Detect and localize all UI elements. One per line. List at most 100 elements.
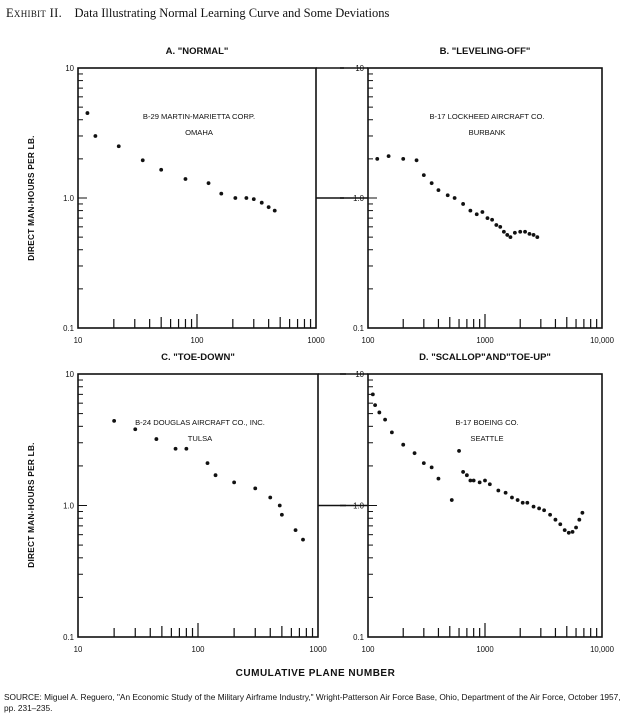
y-tick-label: 0.1: [353, 633, 364, 642]
data-point: [436, 476, 441, 481]
data-point: [464, 473, 469, 478]
y-tick-label: 10: [65, 370, 74, 379]
x-tick-label: 10,000: [590, 645, 615, 654]
y-tick-label: 0.1: [353, 324, 364, 333]
y-tick-label: 10: [355, 64, 364, 73]
panel-annotation: B-17 LOCKHEED AIRCRAFT CO.: [429, 112, 544, 121]
panel-annotation: OMAHA: [185, 128, 214, 137]
data-point: [429, 181, 434, 186]
data-point: [377, 410, 382, 415]
panel-annotation: BURBANK: [469, 128, 506, 137]
data-point: [520, 500, 525, 505]
panel-frame: [77, 373, 319, 638]
data-point: [490, 217, 495, 222]
data-point: [206, 181, 211, 186]
data-point: [537, 506, 542, 511]
data-point: [277, 503, 282, 508]
y-axis-label: DIRECT MAN-HOURS PER LB.: [27, 442, 36, 567]
data-point: [279, 512, 284, 517]
data-point: [461, 202, 466, 206]
panel-annotation: B-29 MARTIN-MARIETTA CORP.: [143, 112, 255, 121]
data-point: [471, 478, 476, 483]
y-axis-label: DIRECT MAN-HOURS PER LB.: [27, 135, 36, 260]
data-point: [508, 235, 513, 240]
data-point: [140, 158, 145, 163]
data-point: [461, 470, 466, 474]
y-tick-label: 0.1: [63, 324, 74, 333]
data-point: [154, 437, 159, 441]
x-tick-label: 100: [191, 645, 205, 654]
panel-annotation: B-17 BOEING CO.: [455, 418, 518, 427]
data-point: [480, 210, 485, 214]
panel-frame: [367, 373, 603, 638]
data-point: [205, 461, 210, 466]
x-tick-label: 100: [361, 336, 375, 345]
data-point: [523, 229, 527, 234]
data-point: [510, 495, 514, 500]
data-point: [496, 488, 501, 493]
data-point: [503, 490, 508, 495]
data-point: [266, 205, 271, 210]
data-point: [485, 216, 490, 221]
data-point: [213, 473, 218, 478]
x-tick-label: 1000: [476, 336, 494, 345]
data-point: [389, 430, 394, 435]
data-point: [112, 418, 117, 423]
data-point: [232, 480, 237, 485]
data-point: [244, 196, 249, 200]
data-point: [468, 478, 473, 483]
data-point: [159, 167, 164, 172]
exhibit-label: Exhibit II.: [6, 6, 63, 20]
data-point: [421, 173, 426, 178]
data-point: [445, 193, 450, 198]
data-point: [531, 233, 536, 237]
data-point: [253, 486, 258, 491]
data-point: [501, 229, 506, 234]
data-point: [512, 230, 517, 235]
data-point: [531, 504, 536, 509]
data-point: [487, 482, 492, 487]
y-tick-label: 10: [65, 64, 74, 73]
data-point: [183, 177, 188, 181]
data-point: [574, 525, 578, 530]
x-tick-label: 100: [190, 336, 204, 345]
x-tick-label: 100: [361, 645, 375, 654]
y-tick-label: 1.0: [63, 502, 75, 511]
x-tick-label: 1000: [476, 645, 494, 654]
data-point: [548, 512, 552, 517]
x-tick-label: 10: [74, 645, 83, 654]
data-point: [301, 537, 305, 542]
y-tick-label: 0.1: [63, 633, 74, 642]
data-point: [498, 224, 503, 229]
panel-title: D. "SCALLOP"AND"TOE-UP": [419, 352, 551, 363]
x-tick-label: 10,000: [590, 336, 615, 345]
data-point: [449, 498, 454, 502]
data-point: [483, 478, 487, 483]
x-tick-label: 10: [74, 336, 83, 345]
data-point: [518, 229, 523, 234]
panel-title: C. "TOE-DOWN": [161, 352, 235, 363]
data-point: [412, 451, 417, 456]
panel-annotation: TULSA: [188, 434, 213, 443]
data-point: [527, 231, 532, 236]
data-point: [272, 208, 277, 213]
data-point: [515, 498, 520, 502]
data-point: [401, 442, 406, 447]
data-point: [85, 111, 90, 115]
data-point: [116, 144, 121, 149]
panel-annotation: SEATTLE: [470, 434, 503, 443]
data-point: [457, 449, 461, 453]
panel-annotation: B-24 DOUGLAS AIRCRAFT CO., INC.: [135, 418, 265, 427]
data-point: [133, 427, 138, 432]
data-point: [259, 200, 264, 205]
x-axis-label: CUMULATIVE PLANE NUMBER: [235, 668, 396, 679]
data-point: [421, 461, 426, 466]
panel-title: A. "NORMAL": [166, 46, 229, 57]
panel-frame: [77, 67, 317, 329]
y-tick-label: 1.0: [63, 194, 75, 203]
data-point: [375, 156, 380, 161]
x-tick-label: 1000: [309, 645, 327, 654]
data-point: [577, 517, 582, 522]
y-tick-label: 1.0: [353, 194, 365, 203]
